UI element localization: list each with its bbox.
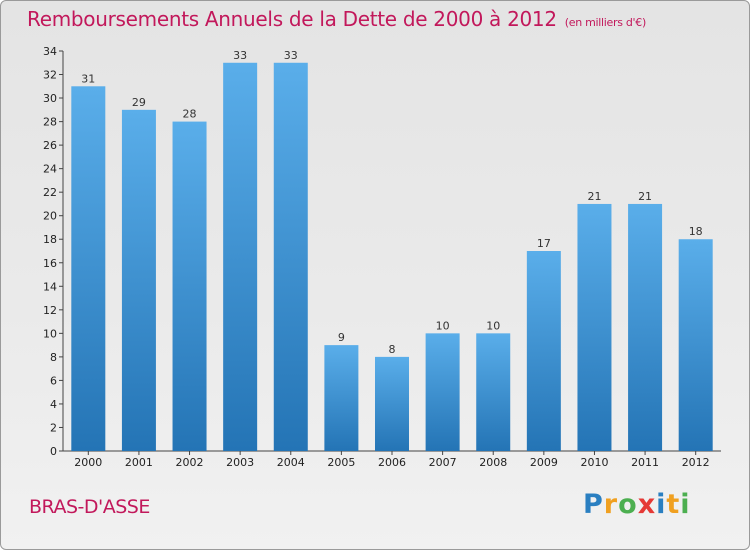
data-label: 10 bbox=[486, 319, 500, 332]
bar-2006 bbox=[375, 356, 409, 451]
x-tick-label: 2002 bbox=[176, 456, 204, 469]
logo-letter: P bbox=[583, 489, 604, 520]
x-tick-label: 2006 bbox=[378, 456, 406, 469]
x-tick-label: 2003 bbox=[226, 456, 254, 469]
y-tick-label: 26 bbox=[43, 139, 57, 152]
x-tick-label: 2008 bbox=[479, 456, 507, 469]
data-label: 18 bbox=[689, 225, 703, 238]
data-label: 9 bbox=[338, 331, 345, 344]
logo-letter: i bbox=[680, 489, 691, 520]
x-tick-label: 2004 bbox=[277, 456, 305, 469]
y-tick-label: 2 bbox=[50, 421, 57, 434]
data-label: 33 bbox=[233, 49, 247, 62]
logo-letter: t bbox=[666, 489, 681, 520]
bar-2007 bbox=[425, 333, 460, 451]
x-tick-label: 2001 bbox=[125, 456, 153, 469]
logo-letter: r bbox=[603, 489, 619, 520]
data-label: 31 bbox=[81, 72, 95, 85]
x-tick-label: 2007 bbox=[429, 456, 457, 469]
chart-title-text: Remboursements Annuels de la Dette de 20… bbox=[27, 7, 557, 31]
bar-2001 bbox=[121, 109, 156, 451]
x-tick-label: 2011 bbox=[631, 456, 659, 469]
bar-2011 bbox=[628, 203, 663, 451]
y-tick-label: 4 bbox=[50, 398, 57, 411]
y-tick-label: 0 bbox=[50, 445, 57, 458]
y-tick-label: 32 bbox=[43, 69, 57, 82]
y-tick-label: 8 bbox=[50, 351, 57, 364]
x-tick-label: 2009 bbox=[530, 456, 558, 469]
logo-letter: i bbox=[656, 489, 667, 520]
chart-title: Remboursements Annuels de la Dette de 20… bbox=[27, 7, 646, 31]
bar-2003 bbox=[223, 62, 258, 451]
y-tick-label: 10 bbox=[43, 327, 57, 340]
data-label: 10 bbox=[436, 319, 450, 332]
y-tick-label: 34 bbox=[43, 45, 57, 58]
bar-2009 bbox=[526, 251, 561, 451]
logo-letter: o bbox=[618, 489, 638, 520]
y-tick-label: 16 bbox=[43, 257, 57, 270]
y-tick-label: 14 bbox=[43, 280, 57, 293]
y-tick-label: 6 bbox=[50, 374, 57, 387]
chart-subtitle: (en milliers d'€) bbox=[564, 16, 646, 29]
data-label: 29 bbox=[132, 96, 146, 109]
data-label: 17 bbox=[537, 237, 551, 250]
data-label: 28 bbox=[183, 108, 197, 121]
x-tick-label: 2005 bbox=[327, 456, 355, 469]
bar-2002 bbox=[172, 121, 207, 452]
y-tick-label: 22 bbox=[43, 186, 57, 199]
bar-2012 bbox=[678, 239, 713, 451]
x-tick-label: 2012 bbox=[682, 456, 710, 469]
y-tick-label: 30 bbox=[43, 92, 57, 105]
y-tick-label: 12 bbox=[43, 304, 57, 317]
data-label: 33 bbox=[284, 49, 298, 62]
data-label: 21 bbox=[587, 190, 601, 203]
bar-2010 bbox=[577, 203, 612, 451]
proxiti-logo: Proxiti bbox=[583, 489, 691, 520]
bar-2005 bbox=[324, 345, 359, 451]
x-tick-label: 2010 bbox=[580, 456, 608, 469]
city-name: BRAS-D'ASSE bbox=[29, 496, 150, 518]
bar-2004 bbox=[273, 62, 308, 451]
bar-2000 bbox=[71, 86, 106, 451]
y-tick-label: 28 bbox=[43, 116, 57, 129]
logo-letter: x bbox=[637, 489, 657, 520]
x-tick-label: 2000 bbox=[74, 456, 102, 469]
y-tick-label: 20 bbox=[43, 210, 57, 223]
y-tick-label: 18 bbox=[43, 233, 57, 246]
data-label: 8 bbox=[389, 343, 396, 356]
y-tick-label: 24 bbox=[43, 163, 57, 176]
bar-2008 bbox=[476, 333, 511, 451]
data-label: 21 bbox=[638, 190, 652, 203]
